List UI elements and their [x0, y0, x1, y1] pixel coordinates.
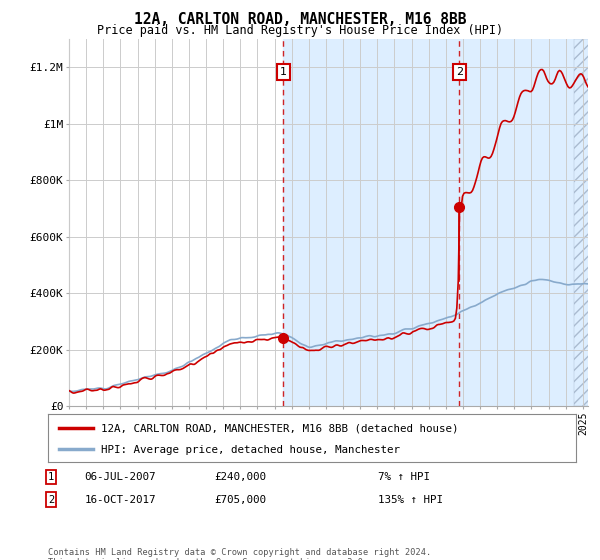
Text: 2: 2: [48, 494, 54, 505]
Text: 1: 1: [48, 472, 54, 482]
Bar: [283, 39, 596, 406]
Text: 135% ↑ HPI: 135% ↑ HPI: [378, 494, 443, 505]
Text: 16-OCT-2017: 16-OCT-2017: [84, 494, 156, 505]
Bar: [574, 39, 596, 406]
Text: £705,000: £705,000: [214, 494, 266, 505]
Text: 1: 1: [280, 67, 287, 77]
Text: Price paid vs. HM Land Registry's House Price Index (HPI): Price paid vs. HM Land Registry's House …: [97, 24, 503, 36]
Text: 2: 2: [456, 67, 463, 77]
Text: 12A, CARLTON ROAD, MANCHESTER, M16 8BB (detached house): 12A, CARLTON ROAD, MANCHESTER, M16 8BB (…: [101, 424, 458, 433]
Text: Contains HM Land Registry data © Crown copyright and database right 2024.
This d: Contains HM Land Registry data © Crown c…: [48, 548, 431, 560]
Text: 7% ↑ HPI: 7% ↑ HPI: [378, 472, 430, 482]
Text: 06-JUL-2007: 06-JUL-2007: [84, 472, 156, 482]
Text: 12A, CARLTON ROAD, MANCHESTER, M16 8BB: 12A, CARLTON ROAD, MANCHESTER, M16 8BB: [134, 12, 466, 27]
Text: £240,000: £240,000: [214, 472, 266, 482]
Text: HPI: Average price, detached house, Manchester: HPI: Average price, detached house, Manc…: [101, 445, 400, 455]
